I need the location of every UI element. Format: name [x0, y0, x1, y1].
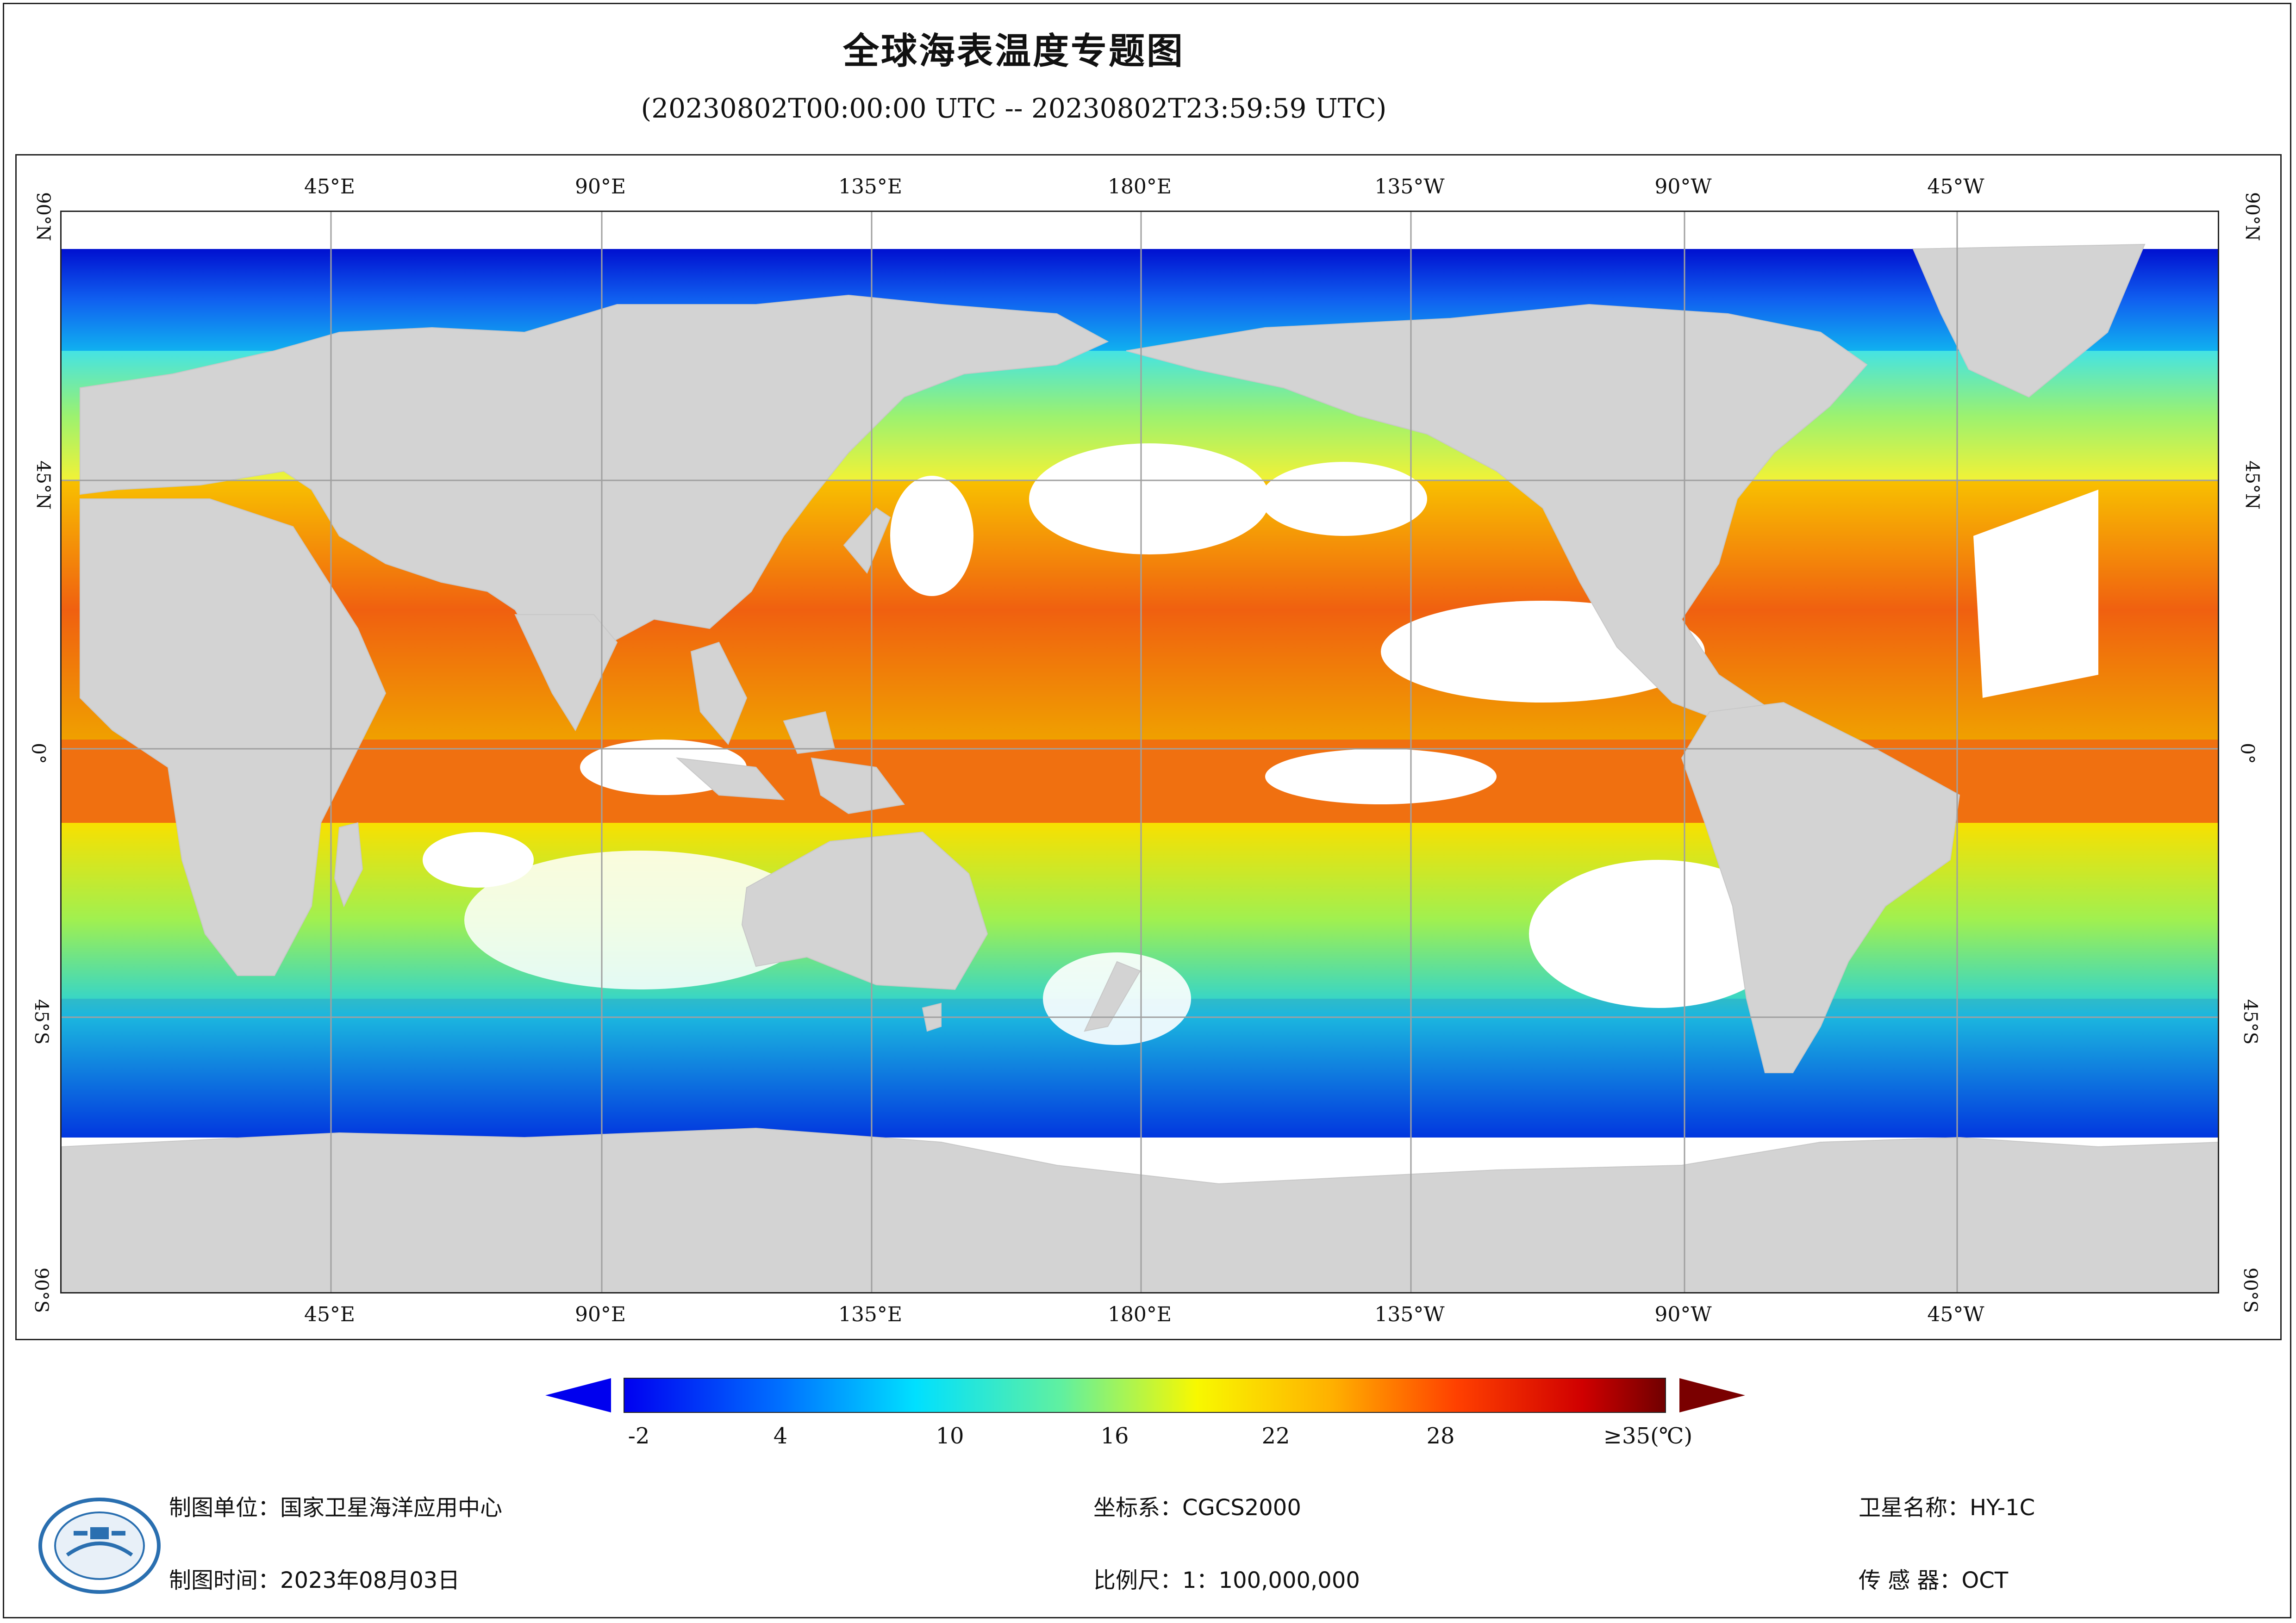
colorbar-tick: 22 [1261, 1423, 1290, 1449]
lat-label-right: 90°S [2240, 1267, 2261, 1313]
map-frame [15, 154, 2282, 1340]
colorbar-gradient [624, 1378, 1666, 1413]
lon-label-top: 45°E [304, 175, 356, 199]
map-title: 全球海表温度专题图 [842, 31, 1185, 72]
lon-label-bottom: 135°E [838, 1303, 903, 1326]
nsoas-logo-icon [35, 1495, 164, 1597]
lon-label-top: 90°W [1654, 175, 1712, 199]
colorbar-tick: ≥35(℃) [1603, 1423, 1693, 1449]
lon-label-top: 180°E [1107, 175, 1172, 199]
lat-label-right: 45°S [2240, 999, 2261, 1045]
colorbar-tick: 4 [773, 1423, 788, 1449]
lat-label-left: 45°N [32, 460, 54, 510]
colorbar [537, 1370, 1754, 1430]
page-border [3, 3, 2291, 1618]
sensor-label: 传 感 器：OCT [1859, 1567, 2009, 1593]
satellite-label: 卫星名称：HY-1C [1859, 1495, 2035, 1521]
lon-label-top: 135°W [1374, 175, 1445, 199]
producer-label: 制图单位：国家卫星海洋应用中心 [169, 1495, 503, 1521]
colorbar-tick: 16 [1100, 1423, 1129, 1449]
lat-label-right: 0° [2236, 743, 2258, 764]
lon-label-bottom: 90°W [1654, 1303, 1712, 1326]
max-arrow [1679, 1378, 1745, 1412]
graticule [62, 212, 2218, 1292]
lon-label-top: 90°E [574, 175, 626, 199]
colorbar-tick: 10 [936, 1423, 964, 1449]
lon-label-top: 45°W [1927, 175, 1984, 199]
production-date: 制图时间：2023年08月03日 [169, 1567, 460, 1593]
lon-label-bottom: 180°E [1107, 1303, 1172, 1326]
lon-label-bottom: 135°W [1374, 1303, 1445, 1326]
lat-label-left: 0° [27, 743, 49, 764]
lon-label-bottom: 90°E [574, 1303, 626, 1326]
lat-label-right: 90°N [2241, 192, 2263, 241]
sst-map-canvas [62, 212, 2218, 1292]
lon-label-top: 135°E [838, 175, 903, 199]
lat-label-right: 45°N [2241, 460, 2263, 510]
lon-label-bottom: 45°E [304, 1303, 356, 1326]
colorbar-tick: 28 [1426, 1423, 1455, 1449]
time-range-subtitle: (20230802T00:00:00 UTC -- 20230802T23:59… [641, 93, 1387, 124]
lon-label-bottom: 45°W [1927, 1303, 1984, 1326]
min-arrow [545, 1378, 611, 1412]
lat-label-left: 90°S [31, 1267, 52, 1313]
colorbar-tick: -2 [628, 1423, 650, 1449]
crs-label: 坐标系：CGCS2000 [1093, 1495, 1301, 1521]
lat-label-left: 90°N [32, 192, 54, 241]
scale-label: 比例尺：1：100,000,000 [1093, 1567, 1360, 1593]
lat-label-left: 45°S [31, 999, 52, 1045]
sst-map[interactable] [60, 211, 2219, 1293]
